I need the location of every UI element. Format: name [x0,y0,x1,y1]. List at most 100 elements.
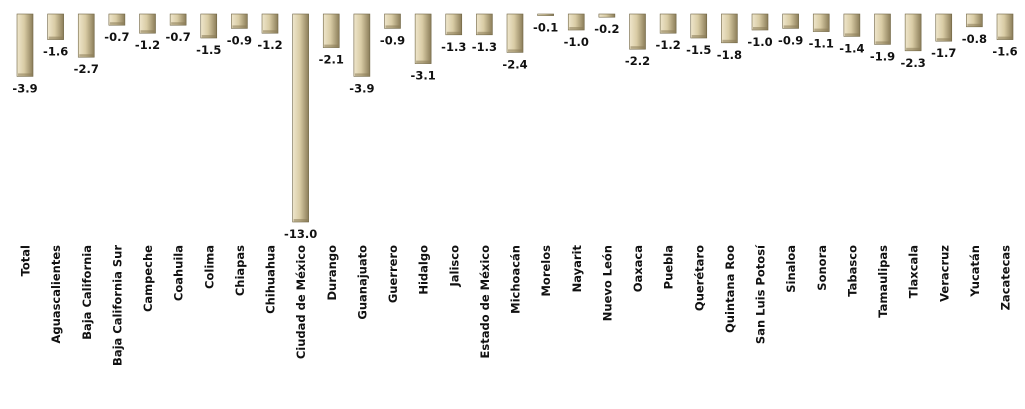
category-label-29: Tlaxcala [907,245,921,298]
value-label-11: -3.9 [349,81,374,95]
category-label-6: Colima [202,245,216,289]
bar-11 [353,13,371,77]
bar-1 [47,13,64,40]
category-label-12: Guerrero [386,245,400,303]
bar-cap-9 [293,219,308,222]
bar-18 [567,13,585,31]
bar-cap-27 [844,33,859,36]
value-label-21: -1.2 [656,38,681,52]
bar-28 [874,13,891,45]
bar-25 [782,13,799,29]
category-label-25: Sinaloa [784,245,798,293]
value-label-13: -3.1 [411,69,436,83]
value-label-30: -1.7 [931,46,956,60]
category-label-4: Campeche [141,245,155,312]
bar-5 [169,13,187,26]
category-label-28: Tamaulipas [876,245,890,318]
category-label-7: Chiapas [233,245,247,296]
bar-cap-1 [48,36,63,40]
bar-cap-28 [875,41,890,44]
bar-cap-8 [263,30,277,33]
bar-cap-18 [569,27,584,30]
category-label-31: Yucatán [968,245,982,298]
category-label-21: Puebla [662,245,676,289]
value-label-22: -1.5 [686,43,711,57]
value-label-15: -1.3 [472,40,497,54]
bar-2 [77,13,95,58]
bar-cap-4 [140,30,155,33]
bar-27 [843,13,861,37]
bar-17 [537,13,554,16]
bar-cap-2 [79,54,94,57]
category-label-0: Total [19,245,33,276]
bar-6 [200,13,218,39]
bar-cap-3 [109,22,124,25]
value-label-28: -1.9 [870,49,895,63]
bar-cap-26 [814,28,829,32]
bar-cap-15 [477,31,492,35]
category-label-18: Nayarit [570,245,584,293]
bar-cap-11 [354,73,369,76]
bar-cap-24 [753,27,767,30]
category-label-5: Coahuila [172,245,186,301]
category-label-15: Estado de México [478,245,492,359]
bar-16 [506,13,524,53]
category-label-11: Guanajuato [355,245,369,320]
bar-3 [108,13,126,26]
bar-cap-25 [783,25,798,28]
category-label-27: Tabasco [845,245,859,297]
category-label-23: Quintana Roo [723,245,737,333]
value-label-17: -0.1 [533,21,558,35]
bar-12 [384,13,401,29]
category-label-22: Querétaro [692,245,706,311]
bar-31 [966,13,983,28]
value-label-24: -1.0 [747,35,772,49]
bar-4 [139,13,156,34]
value-label-8: -1.2 [257,38,282,52]
bar-23 [721,13,738,44]
category-label-3: Baja California Sur [110,245,124,366]
value-label-9: -13.0 [284,227,317,241]
bar-cap-10 [324,44,339,48]
category-label-30: Veracruz [937,245,951,302]
value-label-16: -2.4 [502,57,527,71]
bar-0 [16,13,34,77]
value-label-4: -1.2 [135,38,160,52]
bar-21 [659,13,677,34]
bar-cap-29 [906,47,921,51]
bar-cap-21 [661,30,676,33]
bar-26 [812,13,830,32]
category-label-24: San Luis Potosí [754,244,768,344]
bars-layer [16,13,1014,223]
bar-cap-23 [722,39,737,43]
value-label-25: -0.9 [778,33,803,47]
bar-29 [904,13,922,52]
value-label-3: -0.7 [104,30,129,44]
value-label-29: -2.3 [901,56,926,70]
value-label-20: -2.2 [625,54,650,68]
bar-8 [261,13,279,34]
category-label-10: Durango [325,245,339,301]
value-label-10: -2.1 [319,53,344,67]
bar-22 [690,13,708,39]
bar-cap-32 [998,36,1012,40]
bar-cap-30 [936,38,951,41]
value-label-32: -1.6 [992,45,1017,59]
bar-24 [751,13,769,31]
category-label-1: Aguascalientes [49,245,63,344]
bar-30 [935,13,953,42]
bar-cap-31 [967,23,982,27]
bar-19 [598,13,616,18]
category-label-32: Zacatecas [999,245,1013,311]
bar-cap-16 [508,49,522,52]
category-labels-layer: Total Aguascalientes Baja California Baja C… [19,244,1013,366]
value-label-19: -0.2 [594,22,619,36]
category-label-16: Michoacán [509,245,523,314]
category-label-14: Jalisco [447,245,461,288]
bar-cap-12 [385,25,400,28]
category-label-20: Oaxaca [631,245,645,292]
bar-20 [629,13,646,50]
bar-cap-0 [18,73,32,76]
